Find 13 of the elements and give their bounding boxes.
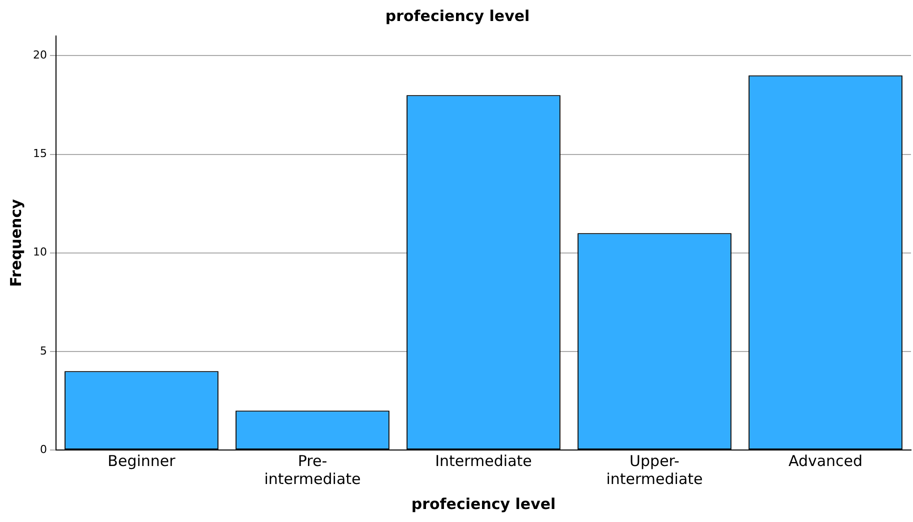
- y-axis-title: Frequency: [6, 198, 25, 287]
- y-tick-label: 5: [40, 344, 47, 358]
- y-tick-label: 10: [32, 246, 47, 259]
- x-tick-label: Beginner: [108, 452, 176, 470]
- x-tick-label: Intermediate: [435, 452, 532, 470]
- x-tick-label: Upper-intermediate: [606, 452, 703, 488]
- x-tick-label: Advanced: [788, 452, 863, 470]
- x-tick-label: Pre-intermediate: [264, 452, 361, 488]
- x-axis-title: profeciency level: [411, 494, 556, 513]
- y-tick-label: 0: [40, 442, 47, 456]
- y-tick-label: 20: [32, 48, 47, 62]
- chart-title: profeciency level: [385, 6, 530, 25]
- y-tick-label: 15: [32, 147, 47, 160]
